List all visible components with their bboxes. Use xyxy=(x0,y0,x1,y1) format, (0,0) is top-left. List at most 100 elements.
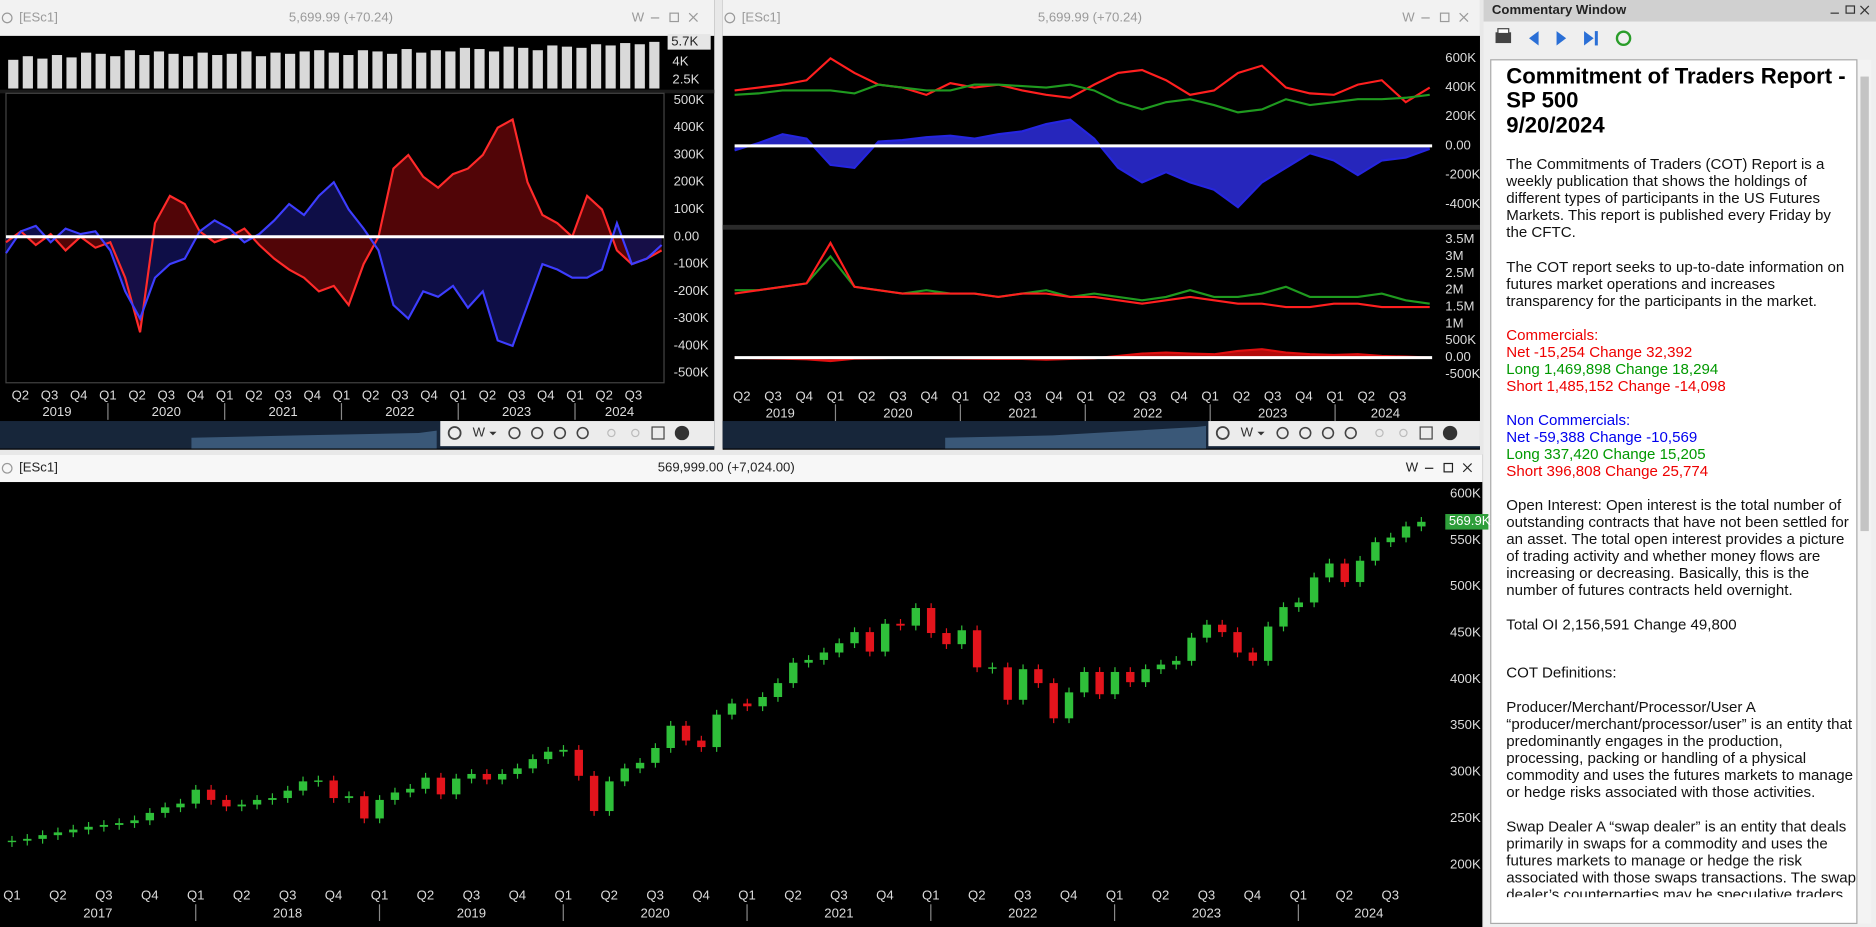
window-controls[interactable] xyxy=(650,12,698,23)
candle xyxy=(160,807,170,813)
commentary-toolbar[interactable] xyxy=(1495,28,1632,47)
toolbar-icon xyxy=(1375,428,1384,438)
candle xyxy=(880,623,890,652)
navigator-area xyxy=(945,425,1206,449)
window-controls[interactable] xyxy=(1421,12,1469,23)
candle xyxy=(1187,637,1196,661)
window-mode[interactable]: W xyxy=(1406,460,1419,475)
y-tick-label: 350K xyxy=(1450,717,1481,732)
line xyxy=(734,57,1431,104)
toolbar-mode[interactable]: W xyxy=(1241,424,1254,439)
x-tick-label: Q2 xyxy=(12,387,30,402)
commentary-line: outstanding contracts that have not been… xyxy=(1506,514,1849,531)
y-tick-label: 1M xyxy=(1445,315,1463,330)
volume-bar xyxy=(8,59,19,89)
candle xyxy=(1294,602,1303,608)
year-label: 2024 xyxy=(1354,905,1383,920)
commentary-line: COT Definitions: xyxy=(1506,664,1616,681)
scrollbar-thumb[interactable] xyxy=(1860,76,1869,532)
x-tick-label: Q4 xyxy=(187,387,205,402)
candle xyxy=(1340,563,1349,583)
year-label: 2021 xyxy=(824,905,853,920)
window-mode[interactable]: W xyxy=(632,9,645,24)
candle xyxy=(344,796,354,799)
volume-bar xyxy=(212,55,223,89)
maximize xyxy=(1443,462,1454,473)
y-tick-label: 300K xyxy=(674,146,705,161)
commentary-line: The COT report seeks to up-to-date infor… xyxy=(1506,259,1844,276)
volume-bar xyxy=(153,51,165,89)
refresh-button[interactable] xyxy=(1615,30,1632,47)
close xyxy=(1462,463,1473,473)
commentary-line: commodity and uses the futures markets t… xyxy=(1506,767,1853,784)
volume-bar xyxy=(241,51,252,89)
y-tick-label: -300K xyxy=(674,310,709,325)
candle xyxy=(1110,671,1120,695)
volume-bar xyxy=(37,58,48,89)
chart-toolbar[interactable] xyxy=(1208,421,1480,447)
window-mode[interactable]: W xyxy=(1402,9,1415,24)
x-tick-label: Q4 xyxy=(70,387,88,402)
candle xyxy=(743,703,752,707)
volume-bar xyxy=(372,51,383,89)
commentary-line: Open Interest: Open interest is the tota… xyxy=(1506,497,1842,514)
x-tick-label: Q1 xyxy=(1077,389,1095,404)
x-tick-label: Q3 xyxy=(1264,389,1282,404)
print-button[interactable] xyxy=(1495,32,1512,44)
volume-bar xyxy=(576,47,587,89)
volume-bar xyxy=(401,49,412,89)
y-tick-label: 1.5M xyxy=(1445,299,1474,314)
candle xyxy=(957,630,966,645)
line xyxy=(5,180,663,348)
y-tick-label: 300K xyxy=(1450,764,1481,779)
candle xyxy=(1049,683,1058,719)
toolbar-icon xyxy=(553,426,567,440)
commentary-line: Long 337,420 Change 15,205 xyxy=(1506,446,1705,463)
candle xyxy=(1156,664,1166,670)
x-tick-label: Q1 xyxy=(187,887,205,902)
window-icon xyxy=(724,12,736,24)
candle xyxy=(314,780,323,782)
toolbar-icon xyxy=(1299,426,1312,440)
candle xyxy=(237,804,246,807)
x-tick-label: Q1 xyxy=(827,389,845,404)
candle xyxy=(911,608,921,626)
window-controls[interactable] xyxy=(1830,5,1870,15)
x-tick-label: Q3 xyxy=(274,387,292,402)
year-label: 2024 xyxy=(1371,405,1400,420)
y-tick-label: 500K xyxy=(674,92,705,107)
commentary-line: Long 1,469,898 Change 18,294 xyxy=(1506,361,1718,378)
candle xyxy=(176,803,185,808)
candle xyxy=(1263,626,1273,661)
candle xyxy=(375,799,384,819)
candle xyxy=(145,812,155,821)
commentary-line: weekly publication that shows the holdin… xyxy=(1505,173,1807,190)
commentary-line: associated with those swaps transactions… xyxy=(1506,870,1856,887)
x-tick-label: Q3 xyxy=(508,387,526,402)
volume-bar xyxy=(343,55,354,89)
line xyxy=(734,240,1430,309)
year-label: 2018 xyxy=(273,905,302,920)
y-tick-label: -200K xyxy=(674,283,709,298)
refresh-icon xyxy=(447,426,462,440)
forward-button[interactable] xyxy=(1556,31,1567,46)
maximize xyxy=(669,12,679,23)
window-controls[interactable] xyxy=(1424,462,1473,473)
y-tick-label: 450K xyxy=(1450,625,1481,640)
volume-bar xyxy=(110,56,121,89)
candle xyxy=(1064,692,1074,719)
volume-bar xyxy=(474,49,485,89)
x-tick-label: Q4 xyxy=(537,387,555,402)
x-tick-label: Q3 xyxy=(646,887,664,902)
candle xyxy=(1371,542,1380,561)
toolbar-mode[interactable]: W xyxy=(473,424,486,439)
back-button[interactable] xyxy=(1529,31,1539,46)
toolbar-icon xyxy=(531,426,544,440)
year-label: 2023 xyxy=(502,404,531,419)
x-tick-label: Q2 xyxy=(1108,389,1126,404)
commentary-line: Non Commercials: xyxy=(1506,412,1630,429)
y-tick-label: 2.5K xyxy=(672,72,699,87)
x-tick-label: Q3 xyxy=(1014,887,1032,902)
commentary-line: predominantly engages in the production, xyxy=(1506,733,1782,750)
last-button[interactable] xyxy=(1584,31,1594,46)
